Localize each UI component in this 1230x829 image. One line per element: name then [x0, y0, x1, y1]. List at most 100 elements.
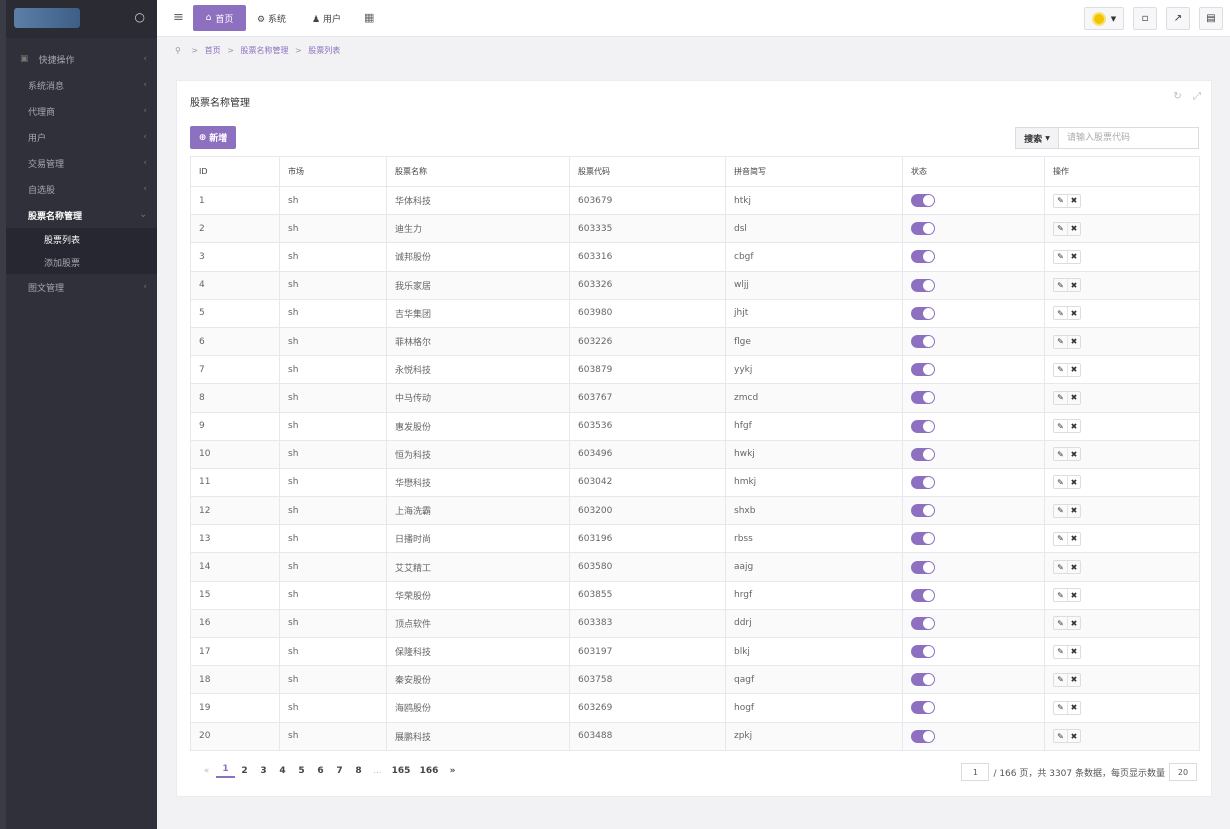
sidebar-item-messages[interactable]: 系统消息 ‹ — [6, 72, 157, 98]
status-toggle[interactable] — [911, 701, 935, 715]
edit-pencil-icon[interactable]: ✎ — [1057, 224, 1064, 234]
edit-pencil-icon[interactable]: ✎ — [1057, 731, 1064, 741]
delete-x-icon[interactable]: ✖ — [1067, 645, 1080, 658]
edit-pencil-icon[interactable]: ✎ — [1057, 196, 1064, 206]
status-toggle[interactable] — [911, 560, 935, 574]
column-header-market[interactable]: 市场 — [279, 156, 387, 187]
edit-pencil-icon[interactable]: ✎ — [1057, 308, 1064, 318]
column-header-pinyin[interactable]: 拼音简写 — [725, 156, 903, 187]
edit-pencil-icon[interactable]: ✎ — [1057, 590, 1064, 600]
edit-pencil-icon[interactable]: ✎ — [1057, 365, 1064, 375]
status-toggle[interactable] — [911, 278, 935, 292]
delete-x-icon[interactable]: ✖ — [1067, 335, 1080, 348]
status-toggle[interactable] — [911, 475, 935, 489]
panel-button[interactable]: ▤ — [1199, 7, 1223, 30]
page-button[interactable]: 3 — [260, 766, 267, 776]
water-drop-icon[interactable]: ○ — [134, 10, 145, 24]
column-header-stock-name[interactable]: 股票名称 — [386, 156, 570, 187]
page-button[interactable]: 8 — [355, 766, 362, 776]
edit-pencil-icon[interactable]: ✎ — [1057, 337, 1064, 347]
sidebar-item-stock-names[interactable]: 股票名称管理 ⌄ — [6, 202, 157, 228]
search-type-dropdown[interactable]: 搜索 ▼ — [1015, 127, 1059, 149]
page-button[interactable]: 6 — [317, 766, 324, 776]
next-page-button[interactable]: » — [449, 766, 456, 776]
delete-x-icon[interactable]: ✖ — [1067, 617, 1080, 630]
edit-pencil-icon[interactable]: ✎ — [1057, 506, 1064, 516]
page-button[interactable]: 166 — [419, 766, 439, 776]
edit-pencil-icon[interactable]: ✎ — [1057, 477, 1064, 487]
user-menu[interactable]: ♟ 用户 — [312, 12, 341, 25]
edit-pencil-icon[interactable]: ✎ — [1057, 252, 1064, 262]
sidebar-subitem-add-stock[interactable]: 添加股票 — [6, 251, 157, 274]
delete-x-icon[interactable]: ✖ — [1067, 279, 1080, 292]
page-button[interactable]: 2 — [241, 766, 248, 776]
status-toggle[interactable] — [911, 363, 935, 377]
page-button-current[interactable]: 1 — [216, 764, 235, 778]
edit-pencil-icon[interactable]: ✎ — [1057, 393, 1064, 403]
delete-x-icon[interactable]: ✖ — [1067, 250, 1080, 263]
page-button[interactable]: 5 — [298, 766, 305, 776]
edit-pencil-icon[interactable]: ✎ — [1057, 421, 1064, 431]
edit-pencil-icon[interactable]: ✎ — [1057, 675, 1064, 685]
status-toggle[interactable] — [911, 616, 935, 630]
system-menu[interactable]: ⚙ 系统 — [257, 12, 286, 25]
fullscreen-icon[interactable]: ⤢ — [1193, 91, 1201, 102]
search-input[interactable] — [1059, 127, 1199, 149]
status-toggle[interactable] — [911, 391, 935, 405]
page-button[interactable]: 7 — [336, 766, 343, 776]
page-button[interactable]: 165 — [391, 766, 411, 776]
delete-x-icon[interactable]: ✖ — [1067, 504, 1080, 517]
delete-x-icon[interactable]: ✖ — [1067, 307, 1080, 320]
delete-x-icon[interactable]: ✖ — [1067, 730, 1080, 743]
page-size-input[interactable] — [1169, 763, 1197, 781]
avatar-dropdown[interactable]: ▼ — [1084, 7, 1124, 30]
home-button[interactable]: ⌂ 首页 — [193, 5, 246, 31]
edit-pencil-icon[interactable]: ✎ — [1057, 703, 1064, 713]
trash-button[interactable]: ▫ — [1133, 7, 1157, 30]
delete-x-icon[interactable]: ✖ — [1067, 476, 1080, 489]
external-link-button[interactable]: ↗ — [1166, 7, 1190, 30]
status-toggle[interactable] — [911, 419, 935, 433]
delete-x-icon[interactable]: ✖ — [1067, 420, 1080, 433]
delete-x-icon[interactable]: ✖ — [1067, 222, 1080, 235]
column-header-status[interactable]: 状态 — [902, 156, 1045, 187]
add-button[interactable]: ⊕ 新增 — [190, 126, 236, 149]
edit-pencil-icon[interactable]: ✎ — [1057, 280, 1064, 290]
sidebar-item-articles[interactable]: 图文管理 ‹ — [6, 274, 157, 300]
edit-pencil-icon[interactable]: ✎ — [1057, 647, 1064, 657]
delete-x-icon[interactable]: ✖ — [1067, 391, 1080, 404]
delete-x-icon[interactable]: ✖ — [1067, 532, 1080, 545]
sidebar-item-quick[interactable]: ▣ 快捷操作 ‹ — [6, 46, 157, 72]
status-toggle[interactable] — [911, 447, 935, 461]
status-toggle[interactable] — [911, 504, 935, 518]
column-header-stock-code[interactable]: 股票代码 — [569, 156, 726, 187]
delete-x-icon[interactable]: ✖ — [1067, 448, 1080, 461]
breadcrumb-section[interactable]: 股票名称管理 — [240, 46, 289, 55]
refresh-icon[interactable]: ↻ — [1173, 91, 1182, 102]
edit-pencil-icon[interactable]: ✎ — [1057, 618, 1064, 628]
status-toggle[interactable] — [911, 222, 935, 236]
status-toggle[interactable] — [911, 673, 935, 687]
delete-x-icon[interactable]: ✖ — [1067, 589, 1080, 602]
sidebar-item-watchlist[interactable]: 自选股 ‹ — [6, 176, 157, 202]
status-toggle[interactable] — [911, 729, 935, 743]
delete-x-icon[interactable]: ✖ — [1067, 673, 1080, 686]
sidebar-subitem-stock-list[interactable]: 股票列表 — [6, 228, 157, 251]
edit-pencil-icon[interactable]: ✎ — [1057, 534, 1064, 544]
breadcrumb-home[interactable]: 首页 — [204, 46, 221, 55]
delete-x-icon[interactable]: ✖ — [1067, 561, 1080, 574]
status-toggle[interactable] — [911, 194, 935, 208]
edit-pencil-icon[interactable]: ✎ — [1057, 449, 1064, 459]
status-toggle[interactable] — [911, 250, 935, 264]
status-toggle[interactable] — [911, 532, 935, 546]
sidebar-item-users[interactable]: 用户 ‹ — [6, 124, 157, 150]
sidebar-item-agents[interactable]: 代理商 ‹ — [6, 98, 157, 124]
status-toggle[interactable] — [911, 335, 935, 349]
page-button[interactable]: 4 — [279, 766, 286, 776]
grid-icon[interactable]: ▦ — [364, 11, 375, 24]
column-header-id[interactable]: ID — [190, 156, 280, 187]
edit-pencil-icon[interactable]: ✎ — [1057, 562, 1064, 572]
status-toggle[interactable] — [911, 306, 935, 320]
sidebar-item-trading[interactable]: 交易管理 ‹ — [6, 150, 157, 176]
hamburger-menu-icon[interactable]: ≡ — [173, 10, 184, 25]
